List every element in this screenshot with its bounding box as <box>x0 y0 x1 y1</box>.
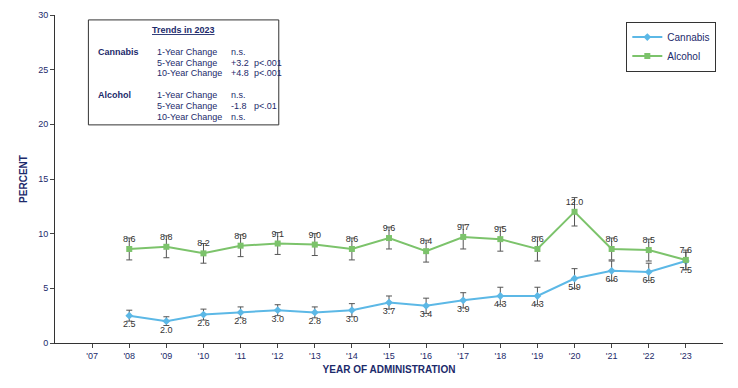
svg-text:10-Year Change: 10-Year Change <box>157 112 222 122</box>
svg-text:3.9: 3.9 <box>457 304 470 314</box>
svg-text:'15: '15 <box>383 351 395 361</box>
svg-text:n.s.: n.s. <box>231 47 246 57</box>
svg-text:'19: '19 <box>532 351 544 361</box>
svg-text:n.s.: n.s. <box>231 112 246 122</box>
svg-text:'23: '23 <box>680 351 692 361</box>
svg-text:'22: '22 <box>643 351 655 361</box>
svg-text:2.8: 2.8 <box>234 316 247 326</box>
svg-text:8.8: 8.8 <box>160 232 173 242</box>
svg-text:8.6: 8.6 <box>123 234 136 244</box>
svg-text:8.4: 8.4 <box>420 236 433 246</box>
svg-text:'16: '16 <box>420 351 432 361</box>
svg-text:2.5: 2.5 <box>123 319 136 329</box>
svg-text:7.6: 7.6 <box>680 245 693 255</box>
svg-text:8.6: 8.6 <box>605 234 618 244</box>
svg-text:+4.8: +4.8 <box>231 68 249 78</box>
svg-text:3.0: 3.0 <box>271 314 284 324</box>
svg-text:5-Year Change: 5-Year Change <box>157 101 217 111</box>
svg-text:9.7: 9.7 <box>457 222 470 232</box>
svg-text:+3.2: +3.2 <box>231 58 249 68</box>
svg-text:8.6: 8.6 <box>346 234 359 244</box>
svg-text:6.6: 6.6 <box>605 274 618 284</box>
svg-text:1-Year Change: 1-Year Change <box>157 90 217 100</box>
svg-text:15: 15 <box>38 174 48 184</box>
svg-text:8.5: 8.5 <box>642 235 655 245</box>
svg-text:3.4: 3.4 <box>420 309 433 319</box>
svg-text:'14: '14 <box>346 351 358 361</box>
svg-text:'07: '07 <box>86 351 98 361</box>
svg-text:9.5: 9.5 <box>494 224 507 234</box>
svg-text:10: 10 <box>38 229 48 239</box>
svg-text:'18: '18 <box>494 351 506 361</box>
svg-text:'09: '09 <box>160 351 172 361</box>
svg-text:Alcohol: Alcohol <box>98 90 131 100</box>
svg-text:10-Year Change: 10-Year Change <box>157 68 222 78</box>
svg-text:'20: '20 <box>569 351 581 361</box>
svg-text:8.6: 8.6 <box>531 234 544 244</box>
svg-text:9.6: 9.6 <box>383 223 396 233</box>
svg-text:2.8: 2.8 <box>309 316 322 326</box>
svg-text:'08: '08 <box>123 351 135 361</box>
svg-text:'21: '21 <box>606 351 618 361</box>
svg-text:'11: '11 <box>235 351 246 361</box>
svg-text:9.0: 9.0 <box>309 230 322 240</box>
svg-text:'12: '12 <box>272 351 284 361</box>
svg-text:2.0: 2.0 <box>160 325 173 335</box>
svg-text:6.5: 6.5 <box>642 275 655 285</box>
svg-text:12.0: 12.0 <box>566 197 584 207</box>
svg-text:20: 20 <box>38 119 48 129</box>
svg-text:YEAR OF ADMINISTRATION: YEAR OF ADMINISTRATION <box>323 364 456 375</box>
svg-text:2.6: 2.6 <box>197 318 210 328</box>
svg-text:7.5: 7.5 <box>680 265 693 275</box>
svg-text:5.9: 5.9 <box>568 282 581 292</box>
svg-text:p<.001: p<.001 <box>254 58 282 68</box>
svg-text:Cannabis: Cannabis <box>98 47 139 57</box>
svg-text:25: 25 <box>38 65 48 75</box>
svg-text:8.9: 8.9 <box>234 231 247 241</box>
svg-text:Cannabis: Cannabis <box>667 32 709 43</box>
svg-text:30: 30 <box>38 10 48 20</box>
svg-text:PERCENT: PERCENT <box>18 155 29 203</box>
svg-text:5: 5 <box>43 283 48 293</box>
svg-text:p<.01: p<.01 <box>254 101 277 111</box>
svg-text:0: 0 <box>43 338 48 348</box>
svg-text:p<.001: p<.001 <box>254 68 282 78</box>
svg-text:4.3: 4.3 <box>494 299 507 309</box>
svg-text:'13: '13 <box>309 351 321 361</box>
svg-text:n.s.: n.s. <box>231 90 246 100</box>
svg-text:1-Year Change: 1-Year Change <box>157 47 217 57</box>
svg-text:3.7: 3.7 <box>383 306 396 316</box>
svg-text:Alcohol: Alcohol <box>667 51 700 62</box>
svg-text:'10: '10 <box>198 351 210 361</box>
svg-text:Trends in 2023: Trends in 2023 <box>152 25 215 35</box>
svg-text:3.0: 3.0 <box>346 314 359 324</box>
svg-text:9.1: 9.1 <box>271 229 284 239</box>
svg-text:'17: '17 <box>457 351 469 361</box>
svg-text:-1.8: -1.8 <box>231 101 247 111</box>
svg-text:8.2: 8.2 <box>197 238 210 248</box>
svg-text:5-Year Change: 5-Year Change <box>157 58 217 68</box>
svg-text:4.3: 4.3 <box>531 299 544 309</box>
